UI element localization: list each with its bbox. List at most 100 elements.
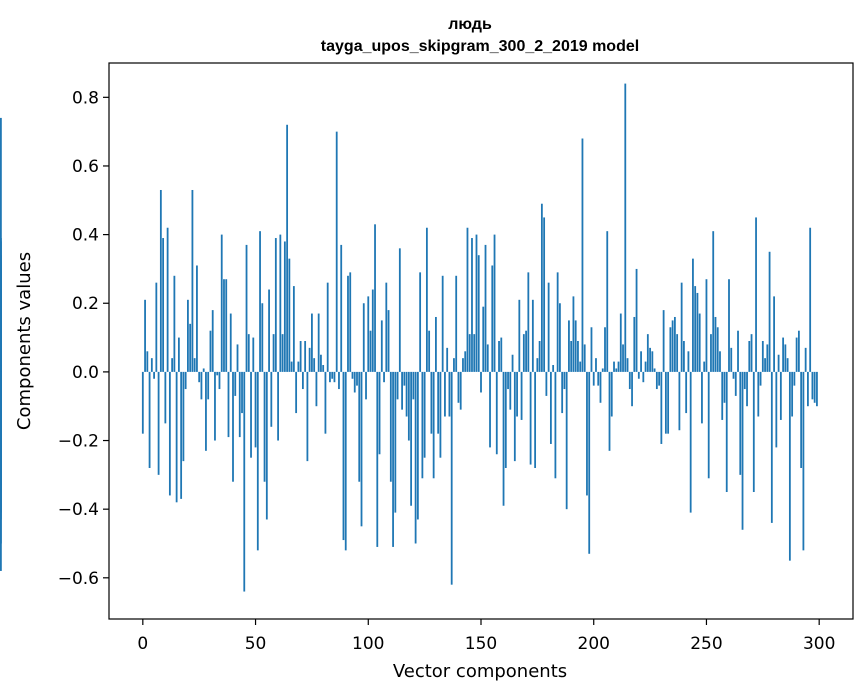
bar-62 [281, 334, 284, 372]
chart-title-line1: людь [448, 16, 492, 33]
bar-139 [455, 275, 458, 372]
bar-195 [581, 138, 584, 372]
bar-16 [177, 337, 180, 372]
bar-91 [347, 275, 349, 372]
bar-298 [813, 371, 816, 403]
bar-281 [775, 371, 778, 448]
bar-156 [493, 234, 496, 372]
bar-144 [466, 227, 469, 372]
bar-96 [358, 371, 361, 482]
bar-270 [750, 334, 753, 372]
bar-259 [725, 371, 728, 493]
bar-119 [410, 371, 413, 506]
y-tick-label: 0.6 [72, 157, 99, 177]
bar-198 [588, 371, 591, 554]
bar-98 [362, 303, 365, 372]
bar-43 [238, 371, 241, 438]
bar-206 [606, 231, 609, 372]
bar-124 [421, 371, 424, 479]
bar-118 [407, 371, 410, 441]
bar-14 [173, 275, 176, 372]
bar-101 [369, 330, 372, 372]
bar-89 [342, 371, 345, 541]
bar-142 [462, 358, 464, 372]
bar-29 [207, 371, 210, 400]
bar-155 [491, 265, 494, 372]
bar-undefined [0, 313, 2, 372]
bar-267 [743, 371, 746, 390]
x-tick-label: 100 [352, 634, 384, 654]
bar-295 [807, 371, 809, 407]
bar-40 [232, 371, 234, 482]
bar-25 [198, 371, 201, 383]
bar-258 [723, 371, 726, 403]
bar-66 [290, 361, 293, 372]
bar-133 [441, 275, 444, 372]
bar-256 [719, 351, 721, 372]
bar-100 [367, 296, 370, 372]
bar-57 [270, 371, 273, 427]
bar-13 [171, 358, 174, 372]
bar-169 [522, 334, 525, 372]
bar-123 [419, 272, 422, 372]
bar-161 [504, 371, 507, 468]
bar-6 [155, 282, 158, 372]
bar-211 [617, 361, 620, 372]
bar-12 [168, 371, 171, 496]
x-tick-label: 0 [137, 634, 148, 654]
chart-title-line2: tayga_upos_skipgram_300_2_2019 model [321, 38, 639, 55]
x-tick-label: 200 [578, 634, 610, 654]
bar-107 [383, 371, 385, 383]
bar-3 [148, 371, 151, 468]
bar-83 [329, 371, 331, 383]
bar-248 [701, 371, 703, 424]
bar-235 [671, 320, 674, 372]
bar-180 [547, 282, 550, 372]
bar-33 [216, 371, 219, 376]
bar-42 [236, 344, 239, 372]
bar-undefined [0, 371, 2, 544]
bar-273 [757, 371, 760, 417]
bar-253 [712, 231, 715, 372]
bar-289 [793, 371, 796, 386]
bar-186 [561, 371, 564, 414]
bar-293 [802, 371, 805, 551]
bar-265 [739, 371, 742, 475]
bar-221 [640, 351, 642, 372]
bar-160 [502, 371, 505, 506]
bar-197 [586, 371, 588, 496]
x-tick-label: 50 [245, 634, 267, 654]
bar-224 [646, 334, 649, 372]
bar-128 [430, 371, 433, 434]
bar-275 [761, 341, 764, 372]
bar-271 [752, 371, 755, 493]
y-tick-label: 0.2 [72, 294, 99, 314]
bar-30 [209, 330, 212, 372]
bar-9 [162, 238, 165, 372]
bar-181 [549, 371, 552, 444]
bar-47 [247, 334, 250, 372]
bar-67 [292, 286, 295, 372]
bar-18 [182, 371, 185, 462]
bar-193 [577, 341, 579, 372]
bar-126 [425, 227, 428, 372]
bar-287 [788, 371, 791, 561]
bar-194 [579, 361, 582, 372]
bar-17 [180, 371, 183, 499]
bar-44 [241, 371, 243, 414]
bar-95 [356, 371, 358, 386]
bar-137 [450, 371, 453, 585]
bar-299 [816, 371, 818, 407]
bar-290 [795, 337, 798, 372]
bar-88 [340, 244, 343, 372]
bar-182 [552, 365, 555, 372]
bar-2 [146, 351, 149, 372]
bar-69 [297, 361, 300, 372]
bar-277 [766, 344, 769, 372]
bar-266 [741, 371, 744, 530]
bar-68 [295, 371, 298, 414]
bar-50 [254, 371, 257, 448]
bar-205 [604, 327, 606, 372]
bar-263 [734, 371, 737, 396]
bar-213 [622, 344, 624, 372]
